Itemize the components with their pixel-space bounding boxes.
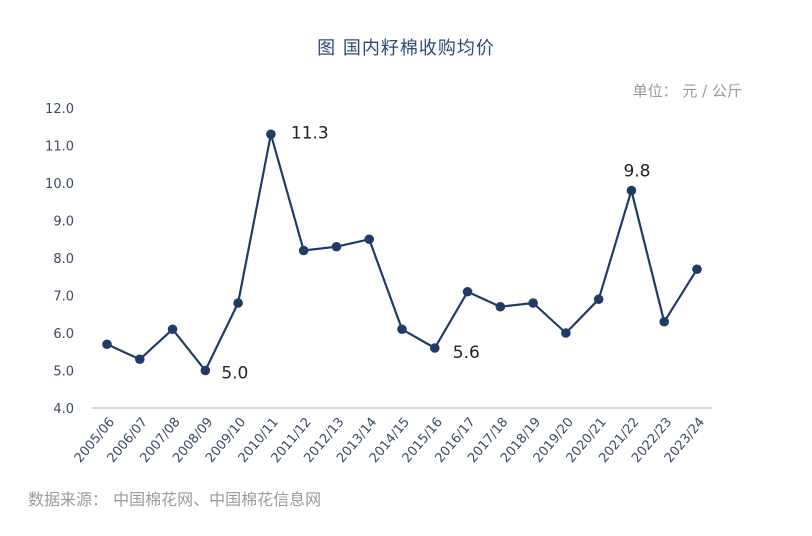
x-axis-ticks: 2005/062006/072007/082008/092009/102010/… xyxy=(72,415,708,466)
data-label: 11.3 xyxy=(291,123,329,143)
data-point xyxy=(495,301,506,312)
data-label: 5.0 xyxy=(221,364,248,384)
data-point xyxy=(626,185,637,196)
data-point xyxy=(102,339,112,350)
y-tick-label: 12.0 xyxy=(45,102,74,117)
data-point xyxy=(134,354,145,365)
y-tick-label: 4.0 xyxy=(53,402,74,417)
series-line xyxy=(106,133,698,372)
data-point xyxy=(200,365,211,376)
unit-label: 单位： 元 / 公斤 xyxy=(632,82,742,100)
data-points xyxy=(102,129,702,376)
y-tick-label: 8.0 xyxy=(53,252,74,267)
y-axis-ticks: 4.0 5.0 6.0 7.0 8.0 9.0 10.0 11.0 12.0 xyxy=(45,102,74,417)
y-tick-label: 11.0 xyxy=(45,140,74,155)
data-point xyxy=(397,324,407,335)
data-point xyxy=(331,241,342,252)
data-point xyxy=(429,343,440,353)
data-point xyxy=(593,294,604,305)
y-tick-label: 6.0 xyxy=(53,327,74,342)
y-tick-label: 10.0 xyxy=(45,177,74,192)
data-label: 5.6 xyxy=(453,343,480,363)
y-tick-label: 5.0 xyxy=(53,365,74,380)
source-note: 数据来源： 中国棉花网、中国棉花信息网 xyxy=(28,490,322,509)
y-tick-label: 9.0 xyxy=(53,215,74,230)
data-point xyxy=(462,286,473,297)
y-tick-label: 7.0 xyxy=(53,290,74,305)
data-point xyxy=(561,328,571,338)
data-point xyxy=(167,324,178,335)
data-point xyxy=(233,298,243,308)
data-point xyxy=(528,298,538,308)
series-polyline xyxy=(106,133,698,372)
chart-title: 图 国内籽棉收购均价 xyxy=(317,38,495,59)
data-point xyxy=(298,245,309,256)
data-point xyxy=(266,129,276,140)
data-label: 9.8 xyxy=(623,162,650,182)
data-point xyxy=(692,264,702,275)
data-point xyxy=(659,316,670,327)
data-point xyxy=(364,234,375,245)
data-labels: 5.0 11.3 5.6 9.8 xyxy=(221,123,650,383)
